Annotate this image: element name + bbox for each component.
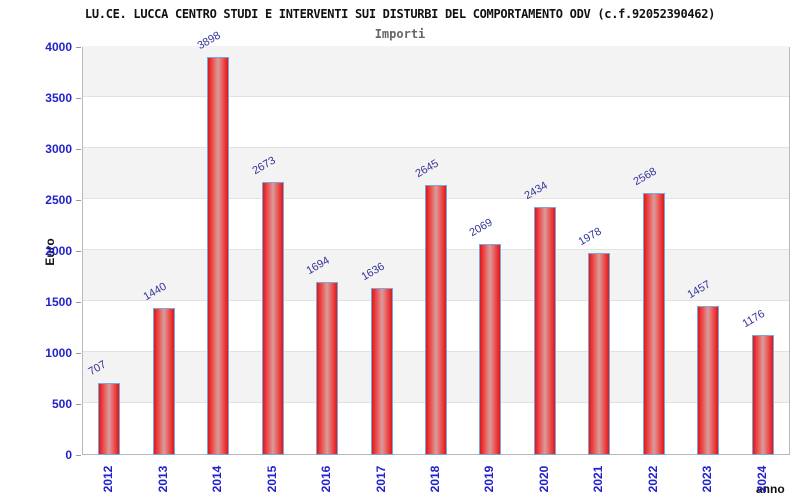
bar	[752, 335, 774, 455]
x-tick-label: 2018	[428, 465, 442, 493]
y-tick-mark	[76, 404, 81, 405]
y-tick-label: 1000	[45, 346, 72, 360]
bar	[371, 288, 393, 455]
x-tick-label: 2023	[700, 465, 715, 493]
y-tick-mark	[76, 455, 81, 456]
bar	[588, 253, 610, 455]
bar	[262, 182, 284, 455]
y-tick-label: 1500	[45, 295, 72, 309]
bar	[479, 244, 501, 455]
x-tick-label: 2014	[210, 465, 225, 493]
bar	[643, 193, 665, 455]
x-tick-label: 2022	[645, 465, 660, 493]
bar	[697, 306, 719, 455]
chart-subtitle: Importi	[374, 27, 426, 41]
y-tick-mark	[76, 98, 81, 99]
y-tick-label: 500	[51, 397, 72, 411]
y-tick-label: 3500	[45, 91, 72, 105]
y-tick-mark	[76, 47, 81, 48]
x-tick-label: 2017	[373, 465, 388, 493]
y-tick-mark	[76, 149, 81, 150]
bar	[153, 308, 175, 455]
gridline	[83, 147, 789, 148]
bar	[207, 57, 229, 455]
y-tick-mark	[76, 353, 81, 354]
grid-band	[83, 97, 789, 148]
x-tick-label: 2024	[754, 465, 769, 493]
grid-band	[83, 46, 789, 97]
y-tick-label: 0	[65, 448, 72, 462]
y-tick-label: 2500	[45, 193, 72, 207]
x-axis-label: anno	[756, 482, 785, 496]
x-tick-label: 2013	[155, 465, 170, 493]
bar	[316, 282, 338, 455]
x-tick-label: 2020	[536, 465, 551, 493]
x-tick-label: 2021	[591, 465, 606, 493]
y-tick-mark	[76, 200, 81, 201]
y-tick-mark	[76, 251, 81, 252]
y-tick-label: 4000	[45, 40, 72, 54]
chart-title: LU.CE. LUCCA CENTRO STUDI E INTERVENTI S…	[84, 7, 716, 21]
y-tick-label: 2000	[45, 244, 72, 258]
y-tick-label: 3000	[45, 142, 72, 156]
bar	[425, 185, 447, 455]
gridline	[83, 96, 789, 97]
plot-area	[82, 46, 790, 455]
x-tick-label: 2016	[319, 465, 334, 493]
x-tick-label: 2019	[482, 465, 497, 493]
y-tick-mark	[76, 302, 81, 303]
bar	[534, 207, 556, 455]
x-tick-label: 2012	[101, 465, 116, 493]
x-tick-label: 2015	[264, 465, 279, 493]
bar	[98, 383, 120, 455]
